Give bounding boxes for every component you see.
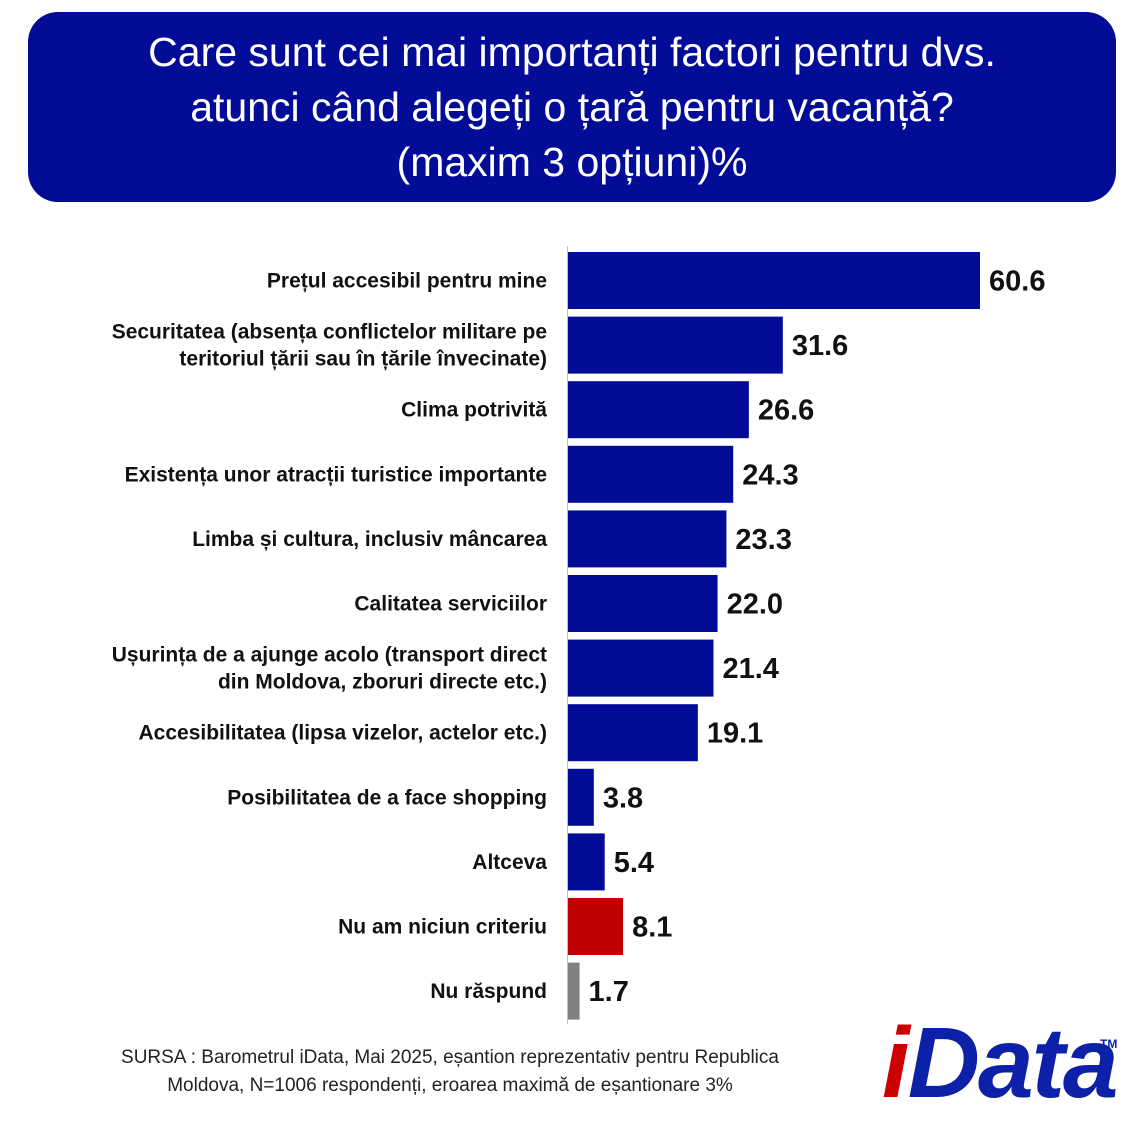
bar-10 [568,833,605,891]
value-label-6: 22.0 [727,589,783,621]
category-label-8: Accesibilitatea (lipsa vizelor, actelor … [138,722,547,745]
value-label-11: 8.1 [632,912,672,944]
value-label-5: 23.3 [735,524,791,556]
category-label-4: Existența unor atracții turistice import… [125,463,547,486]
bar-9 [568,768,594,826]
bar-5 [568,510,727,568]
source-note: SURSA : Barometrul iData, Mai 2025, eșan… [20,1044,880,1100]
chart-title-line-2: atunci când alegeți o țară pentru vacanț… [190,83,954,130]
bar-chart: 60.6 Prețul accesibil pentru mine 31.6 Secu… [112,246,1045,1024]
category-label-2-line-2: teritoriul țării sau în țările învecinat… [179,348,547,371]
value-label-9: 3.8 [603,782,643,814]
category-label-12: Nu răspund [430,980,547,1003]
value-label-3: 26.6 [758,395,814,427]
value-label-4: 24.3 [742,459,798,491]
category-label-3: Clima potrivită [401,399,547,422]
bar-12 [568,962,580,1020]
chart-title-banner: Care sunt cei mai importanți factori pen… [28,12,1116,202]
category-label-9: Posibilitatea de a face shopping [227,786,547,809]
category-label-1: Prețul accesibil pentru mine [267,270,547,293]
category-label-10: Altceva [472,851,547,874]
bars-group: 60.6 Prețul accesibil pentru mine 31.6 Secu… [112,252,1045,1020]
logo-data: Data [907,1007,1119,1119]
logo-i: i [882,1007,910,1119]
value-label-8: 19.1 [707,718,763,750]
category-label-6: Calitatea serviciilor [354,593,547,616]
category-label-7-line-1: Ușurința de a ajunge acolo (transport di… [112,644,547,667]
value-label-1: 60.6 [989,266,1045,298]
value-label-2: 31.6 [792,330,848,362]
source-line-2: Moldova, N=1006 respondenți, eroarea max… [167,1075,733,1096]
category-label-7-line-2: din Moldova, zboruri directe etc.) [218,671,547,694]
bar-1 [568,252,980,309]
bar-11 [568,898,624,955]
source-line-1: SURSA : Barometrul iData, Mai 2025, eșan… [121,1047,779,1068]
idata-logo: iData TM [882,1008,1122,1118]
category-label-5: Limba și cultura, inclusiv mâncarea [192,528,547,551]
bar-7 [568,639,714,697]
chart-title-line-3: (maxim 3 opțiuni)% [396,138,748,185]
value-label-10: 5.4 [614,847,654,879]
bar-6 [568,575,718,632]
bar-4 [568,445,734,503]
category-label-2-line-1: Securitatea (absența conflictelor milita… [112,321,547,344]
bar-2 [568,316,783,374]
chart-title-line-1: Care sunt cei mai importanți factori pen… [148,28,996,75]
logo-trademark: TM [1100,1037,1118,1051]
category-label-11: Nu am niciun criteriu [338,916,547,939]
value-label-7: 21.4 [722,653,778,685]
bar-3 [568,381,749,439]
bar-8 [568,704,698,762]
value-label-12: 1.7 [589,976,629,1008]
